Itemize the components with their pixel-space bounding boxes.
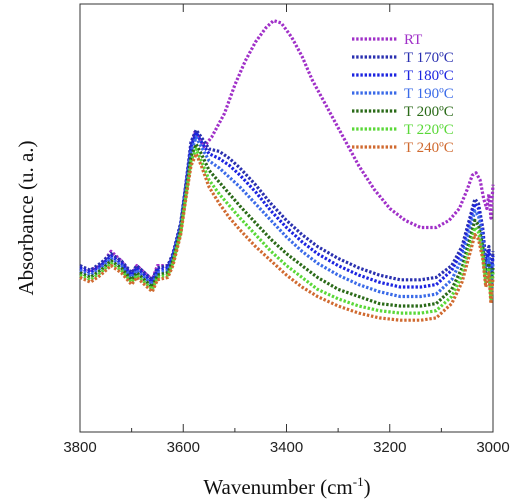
series-line-3 <box>79 135 495 299</box>
x-tick-label: 3200 <box>373 439 406 456</box>
x-tick-label: 3600 <box>167 439 200 456</box>
legend-label-1: T 170ºC <box>404 50 454 66</box>
x-tick-label: 3000 <box>476 439 509 456</box>
series-line-5 <box>79 147 495 315</box>
legend-label-6: T 240ºC <box>404 140 454 156</box>
x-tick-label: 3800 <box>63 439 96 456</box>
series-line-0 <box>80 19 495 282</box>
legend-label-2: T 180ºC <box>404 68 454 84</box>
y-axis-title: Absorbance (u. a.) <box>14 140 38 295</box>
legend-label-3: T 190ºC <box>404 86 454 102</box>
x-axis-title: Wavenumber (cm-1) <box>203 474 370 499</box>
x-axis-ticks: 3800 3600 3400 3200 3000 <box>63 4 510 456</box>
x-tick-label: 3400 <box>270 439 303 456</box>
legend-label-5: T 220ºC <box>404 122 454 138</box>
legend-label-4: T 200ºC <box>404 104 454 120</box>
series-line-6 <box>79 152 495 322</box>
x-axis-title-close: ) <box>364 475 371 499</box>
x-axis-title-sup: -1 <box>353 474 364 489</box>
series-line-4 <box>79 142 495 308</box>
legend: RT T 170ºC T 180ºC T 190ºC T 200ºC T 220ºC T 2… <box>352 32 454 156</box>
series-layer <box>79 19 495 322</box>
series-line-2 <box>79 130 495 289</box>
x-axis-title-main: Wavenumber (cm <box>203 475 352 499</box>
legend-label-0: RT <box>404 32 422 48</box>
